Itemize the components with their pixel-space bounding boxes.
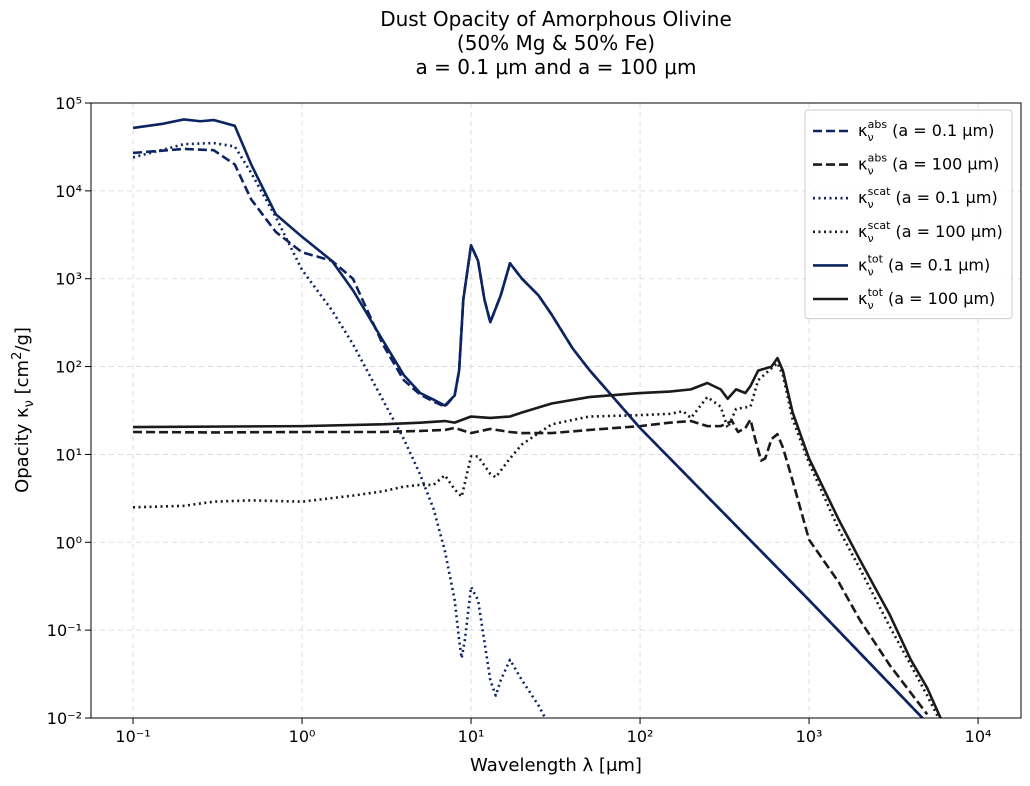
chart-title: (50% Mg & 50% Fe) bbox=[457, 31, 655, 55]
ticks: 10⁻¹ 10⁰ 10¹ 10² 10³ 10⁴ 10⁻² 10⁻¹ 10⁰ 10¹ 10² 10³ 1… bbox=[47, 94, 992, 746]
y-tick-label: 10¹ bbox=[55, 445, 82, 464]
plot-frame bbox=[90, 102, 1022, 719]
legend-box bbox=[804, 109, 1013, 320]
y-tick-label: 10³ bbox=[55, 270, 82, 289]
series-line bbox=[133, 361, 940, 718]
legend: κνabs (a = 0.1 μm) κνabs (a = 100 μm) κνsc… bbox=[804, 109, 1013, 320]
x-tick-label: 10⁴ bbox=[965, 727, 992, 746]
x-tick-label: 10⁻¹ bbox=[115, 727, 150, 746]
y-tick-label: 10² bbox=[55, 358, 82, 377]
legend-label: κνabs (a = 0.1 μm) bbox=[858, 118, 994, 144]
chart-title: Dust Opacity of Amorphous Olivine bbox=[380, 7, 732, 31]
x-axis-label: Wavelength λ [μm] bbox=[470, 755, 642, 776]
legend-label: κνtot (a = 100 μm) bbox=[858, 286, 995, 312]
legend-label: κνtot (a = 0.1 μm) bbox=[858, 252, 990, 278]
y-tick-label: 10⁻¹ bbox=[47, 621, 82, 640]
series-line bbox=[133, 418, 929, 716]
legend-label: κνscat (a = 100 μm) bbox=[858, 219, 1003, 245]
y-tick-label: 10⁻² bbox=[47, 709, 82, 728]
chart-title: a = 0.1 μm and a = 100 μm bbox=[416, 55, 697, 79]
series-line bbox=[133, 356, 942, 718]
y-axis-label: Opacity κν [cm2/g] bbox=[10, 327, 37, 493]
x-tick-label: 10² bbox=[627, 727, 654, 746]
x-tick-label: 10³ bbox=[796, 727, 823, 746]
series-line bbox=[132, 118, 925, 718]
x-tick-label: 10¹ bbox=[458, 727, 485, 746]
y-tick-label: 10⁰ bbox=[55, 533, 82, 552]
y-tick-label: 10⁵ bbox=[55, 94, 82, 113]
series-line bbox=[132, 141, 547, 718]
legend-label: κνabs (a = 100 μm) bbox=[858, 152, 999, 178]
legend-label: κνscat (a = 0.1 μm) bbox=[858, 185, 998, 211]
y-tick-label: 10⁴ bbox=[55, 182, 82, 201]
lines bbox=[132, 118, 942, 718]
x-tick-label: 10⁰ bbox=[289, 727, 316, 746]
